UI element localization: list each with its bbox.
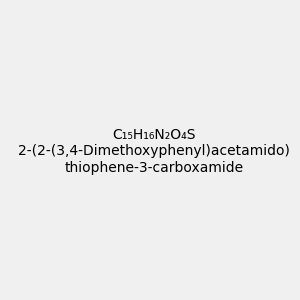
Text: C₁₅H₁₆N₂O₄S
2-(2-(3,4-Dimethoxyphenyl)acetamido)
thiophene-3-carboxamide: C₁₅H₁₆N₂O₄S 2-(2-(3,4-Dimethoxyphenyl)ac… <box>18 128 290 175</box>
